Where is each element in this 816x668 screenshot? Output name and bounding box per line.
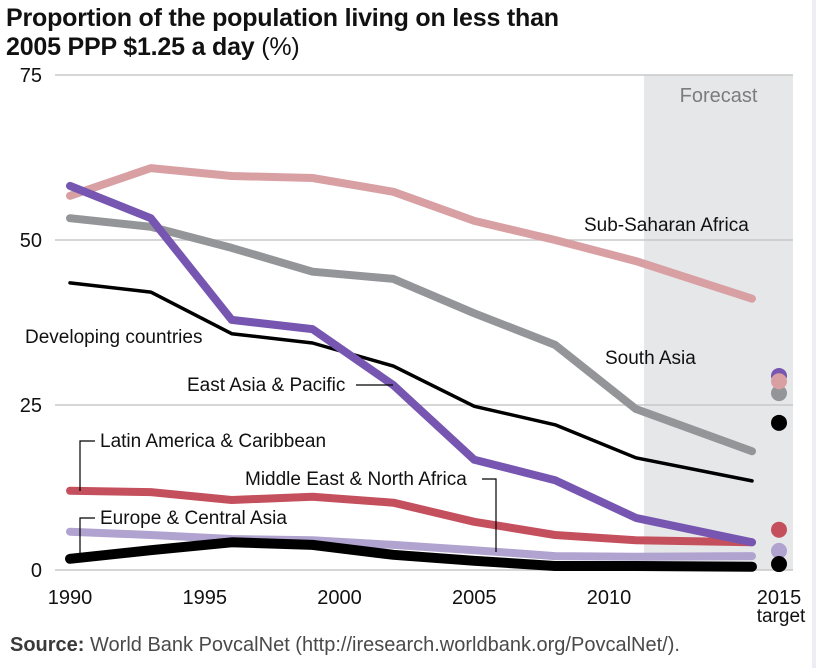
chart-title: Proportion of the population living on l… <box>6 4 559 62</box>
label-east-asia-pacific: East Asia & Pacific <box>187 375 345 396</box>
series-lines <box>65 164 757 572</box>
leader-middle-east-north-africa <box>482 478 497 552</box>
target-dots <box>771 367 787 573</box>
series-line-sa <box>66 214 756 456</box>
source-note: Source: World Bank PovcalNet (http://ire… <box>10 634 680 657</box>
chart-title-unit: (%) <box>261 33 300 61</box>
label-middle-east-north-africa: Middle East & North Africa <box>245 469 467 490</box>
x-tick-sublabel-target: target <box>757 606 806 627</box>
chart-title-line2: 2005 PPP $1.25 a day (%) <box>6 33 559 62</box>
forecast-band <box>644 75 793 570</box>
forecast-label: Forecast <box>680 85 758 107</box>
y-axis: 0 25 50 75 <box>20 65 42 582</box>
series-line-mena <box>65 537 757 572</box>
series-line-ssa <box>66 164 756 303</box>
x-tick-label-2010: 2010 <box>587 587 632 609</box>
target-dot-lac <box>771 521 787 538</box>
y-tick-label-75: 75 <box>20 65 42 87</box>
label-sub-saharan-africa: Sub-Saharan Africa <box>584 215 749 236</box>
target-dot-ssa <box>771 373 787 390</box>
target-dot-sa <box>771 385 787 402</box>
page-edge-strip <box>812 0 816 668</box>
chart-title-line1: Proportion of the population living on l… <box>6 4 559 32</box>
annotations: Sub-Saharan Africa South Asia Developing c… <box>25 215 749 558</box>
y-tick-label-25: 25 <box>20 395 42 417</box>
source-text: World Bank PovcalNet (http://iresearch.w… <box>90 634 680 656</box>
forecast-region: Forecast <box>644 75 793 570</box>
y-tick-label-0: 0 <box>31 560 42 582</box>
x-tick-label-1990: 1990 <box>48 587 93 609</box>
x-tick-label-2005: 2005 <box>452 587 497 609</box>
y-tick-label-50: 50 <box>20 230 42 252</box>
target-dot-mena <box>771 556 787 573</box>
series-line-dev <box>68 281 754 483</box>
target-dot-eca <box>771 542 787 559</box>
label-south-asia: South Asia <box>605 348 696 369</box>
x-tick-label-2000: 2000 <box>317 587 362 609</box>
leader-europe-central-asia <box>79 517 95 558</box>
x-tick-label-1995: 1995 <box>183 587 228 609</box>
x-tick-label-2015: 2015 <box>757 587 802 609</box>
target-dot-dev <box>771 414 787 431</box>
leader-latin-america-caribbean <box>79 440 95 491</box>
series-line-eap <box>66 181 756 547</box>
label-developing-countries: Developing countries <box>25 327 202 348</box>
series-line-eca <box>66 527 756 561</box>
source-label: Source: <box>10 634 85 656</box>
series-line-lac <box>66 486 756 547</box>
label-latin-america-caribbean: Latin America & Caribbean <box>100 431 326 452</box>
label-europe-central-asia: Europe & Central Asia <box>100 508 287 529</box>
chart-title-line2-text: 2005 PPP $1.25 a day <box>6 33 255 61</box>
